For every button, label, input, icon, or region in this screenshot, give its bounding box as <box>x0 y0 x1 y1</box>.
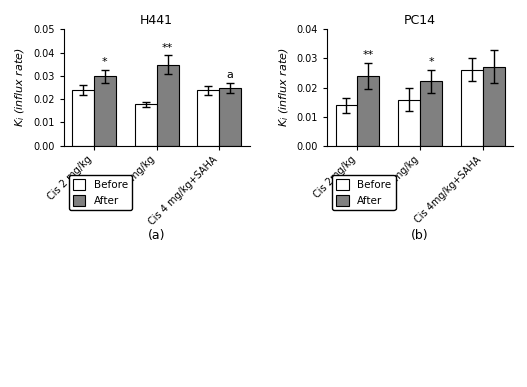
Bar <box>219 88 241 146</box>
Bar <box>357 76 379 146</box>
Text: *: * <box>102 57 108 67</box>
Legend: Before, After: Before, After <box>69 175 132 210</box>
Bar <box>420 81 442 146</box>
Bar <box>483 67 505 146</box>
Title: PC14: PC14 <box>404 14 436 27</box>
Title: H441: H441 <box>140 14 173 27</box>
Text: **: ** <box>363 50 374 60</box>
Text: a: a <box>227 70 233 80</box>
Bar <box>72 90 94 146</box>
Bar <box>336 106 357 146</box>
Y-axis label: $K_i$ (influx rate): $K_i$ (influx rate) <box>14 48 27 127</box>
Text: (b): (b) <box>411 229 429 242</box>
Bar <box>135 104 157 146</box>
Bar <box>461 70 483 146</box>
Legend: Before, After: Before, After <box>333 175 396 210</box>
Bar <box>398 100 420 146</box>
Text: (a): (a) <box>148 229 165 242</box>
Bar <box>94 76 116 146</box>
Y-axis label: $K_i$ (influx rate): $K_i$ (influx rate) <box>277 48 291 127</box>
Text: **: ** <box>162 43 173 53</box>
Text: *: * <box>428 57 434 67</box>
Bar <box>197 90 219 146</box>
Bar <box>157 65 179 146</box>
